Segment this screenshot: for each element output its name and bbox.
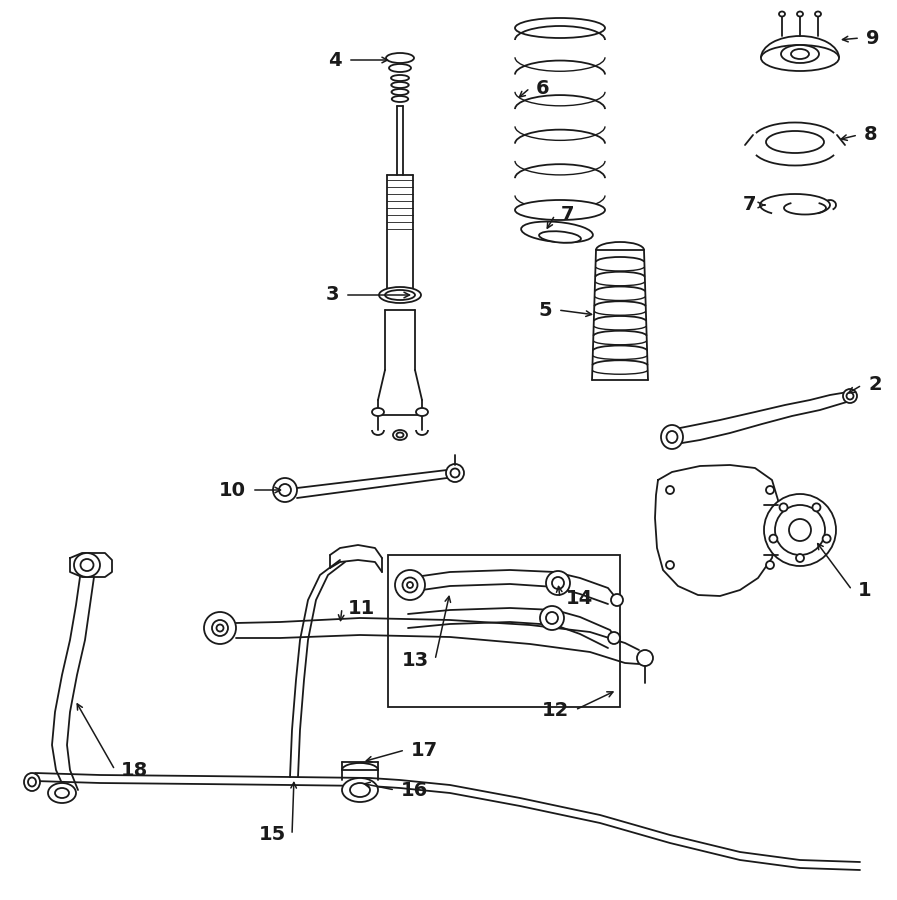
Ellipse shape <box>350 783 370 797</box>
Ellipse shape <box>379 287 421 303</box>
Text: 11: 11 <box>348 598 375 617</box>
Ellipse shape <box>396 433 404 437</box>
Ellipse shape <box>761 45 839 71</box>
Text: 8: 8 <box>864 125 877 145</box>
Ellipse shape <box>611 594 623 606</box>
Ellipse shape <box>391 89 408 95</box>
Ellipse shape <box>779 503 788 511</box>
Ellipse shape <box>212 620 228 636</box>
Text: 10: 10 <box>219 481 246 500</box>
Text: 9: 9 <box>866 29 879 48</box>
Text: 18: 18 <box>121 760 148 779</box>
Text: 4: 4 <box>328 50 342 69</box>
Ellipse shape <box>815 12 821 16</box>
Ellipse shape <box>796 554 804 562</box>
Ellipse shape <box>279 484 291 496</box>
Text: 1: 1 <box>858 580 872 599</box>
Text: 7: 7 <box>743 195 756 214</box>
Ellipse shape <box>81 559 93 571</box>
Ellipse shape <box>823 535 831 543</box>
Ellipse shape <box>539 231 581 243</box>
Ellipse shape <box>55 788 69 798</box>
Ellipse shape <box>770 535 778 543</box>
Ellipse shape <box>372 408 384 416</box>
Text: 5: 5 <box>538 301 552 320</box>
Ellipse shape <box>216 625 223 632</box>
Text: 12: 12 <box>542 700 569 719</box>
Ellipse shape <box>515 18 605 38</box>
Ellipse shape <box>666 561 674 569</box>
Ellipse shape <box>766 561 774 569</box>
Ellipse shape <box>446 464 464 482</box>
Ellipse shape <box>403 578 417 592</box>
Ellipse shape <box>666 431 677 443</box>
Ellipse shape <box>204 612 236 644</box>
Ellipse shape <box>28 778 36 787</box>
Ellipse shape <box>546 612 558 624</box>
Ellipse shape <box>392 96 408 102</box>
Text: 7: 7 <box>561 205 574 224</box>
Ellipse shape <box>393 430 407 440</box>
Text: 17: 17 <box>411 741 438 760</box>
Ellipse shape <box>416 408 428 416</box>
Ellipse shape <box>666 486 674 494</box>
Text: 2: 2 <box>868 375 882 394</box>
Ellipse shape <box>515 200 605 220</box>
Ellipse shape <box>552 577 564 589</box>
Bar <box>388 555 620 707</box>
Ellipse shape <box>843 389 857 403</box>
Ellipse shape <box>791 49 809 59</box>
Ellipse shape <box>779 12 785 16</box>
Ellipse shape <box>385 290 415 300</box>
Ellipse shape <box>764 494 836 566</box>
Ellipse shape <box>24 773 40 791</box>
Ellipse shape <box>637 650 653 666</box>
Ellipse shape <box>813 503 821 511</box>
Ellipse shape <box>789 519 811 541</box>
Text: 13: 13 <box>402 651 429 670</box>
Ellipse shape <box>847 392 854 400</box>
Ellipse shape <box>395 570 425 600</box>
Ellipse shape <box>74 553 100 577</box>
Ellipse shape <box>521 221 593 242</box>
Text: 15: 15 <box>258 825 286 844</box>
Ellipse shape <box>797 12 803 16</box>
Ellipse shape <box>391 75 409 81</box>
Ellipse shape <box>450 469 459 478</box>
Ellipse shape <box>407 582 413 588</box>
Ellipse shape <box>608 632 620 644</box>
Ellipse shape <box>389 64 411 72</box>
Ellipse shape <box>546 571 570 595</box>
Ellipse shape <box>781 45 819 63</box>
Text: 14: 14 <box>566 589 593 608</box>
Ellipse shape <box>48 783 76 803</box>
Text: 3: 3 <box>326 285 339 304</box>
Ellipse shape <box>273 478 297 502</box>
Ellipse shape <box>342 778 378 802</box>
Ellipse shape <box>775 505 825 555</box>
Text: 6: 6 <box>536 78 550 97</box>
Ellipse shape <box>766 486 774 494</box>
Ellipse shape <box>391 82 409 88</box>
Text: 16: 16 <box>401 780 428 799</box>
Ellipse shape <box>386 53 414 63</box>
Ellipse shape <box>661 425 683 449</box>
Ellipse shape <box>540 606 564 630</box>
Ellipse shape <box>766 131 824 153</box>
